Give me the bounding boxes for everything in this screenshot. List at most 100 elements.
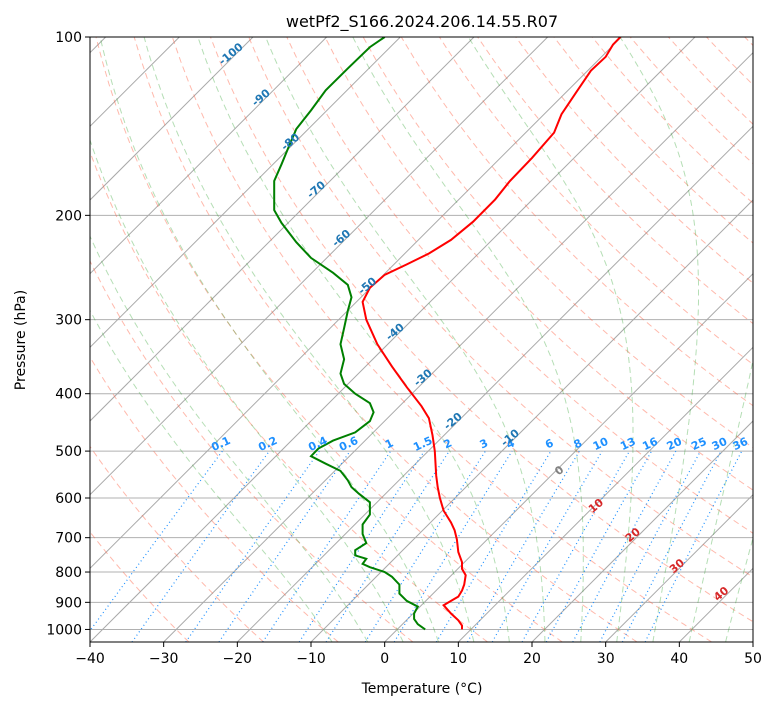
x-tick-label: 50 [744, 651, 762, 667]
dry-adiabat-line [90, 150, 488, 642]
isotherm-line [90, 37, 622, 570]
x-tick-label: −20 [223, 651, 253, 667]
dry-adiabat-line [515, 37, 753, 284]
isotherm-line [605, 493, 753, 642]
y-tick-label: 100 [55, 30, 82, 46]
mixing-ratio-line [131, 450, 270, 642]
x-tick-label: 0 [380, 651, 389, 667]
isotherm-line [90, 37, 328, 275]
y-tick-label: 600 [55, 491, 82, 507]
mixing-ratio-label: 20 [665, 435, 685, 453]
dry-adiabat-line [668, 37, 753, 125]
dewpoint-profile-line [273, 37, 426, 631]
moist-adiabat-line [197, 37, 510, 642]
moist-adiabat-label: 20 [623, 525, 643, 545]
isotherm-label: -70 [304, 178, 328, 201]
x-tick-label: 30 [597, 651, 615, 667]
dry-adiabat-line [591, 37, 753, 204]
x-axis-label: Temperature (°C) [361, 681, 483, 697]
moist-adiabat-line [467, 37, 634, 642]
y-tick-label: 1000 [46, 622, 82, 638]
x-tick-label: −30 [149, 651, 179, 667]
mixing-ratio-line [599, 450, 702, 642]
moist-adiabat-line [265, 37, 546, 642]
mixing-ratio-line [262, 450, 392, 642]
x-tick-label: −40 [75, 651, 105, 667]
dry-adiabat-line [95, 37, 563, 642]
plot-frame [89, 36, 754, 643]
mixing-ratio-line [185, 450, 320, 642]
moist-adiabat-line [90, 309, 333, 642]
isotherm-label: -10 [498, 426, 522, 449]
mixing-ratio-line [325, 450, 450, 642]
isotherm-line [90, 37, 254, 201]
moist-adiabat-line [619, 37, 699, 642]
dry-adiabat-line [438, 37, 753, 366]
isotherm-line [236, 125, 753, 642]
temperature-profile-line [361, 37, 622, 630]
mixing-ratio-label: 6 [543, 436, 556, 451]
isotherm-line [678, 567, 753, 642]
isotherm-line [457, 346, 753, 642]
moist-adiabat-line [99, 37, 439, 642]
dry-adiabat-line [286, 37, 753, 534]
mixing-ratio-line [393, 450, 513, 642]
dry-adiabat-line [171, 37, 712, 642]
mixing-ratio-line [90, 450, 223, 632]
moist-adiabat-label: 30 [667, 556, 687, 576]
mixing-ratio-label: 25 [689, 435, 708, 453]
dry-adiabat-line [90, 356, 339, 642]
chart-title: wetPf2_S166.2024.206.14.55.R07 [286, 12, 558, 32]
y-tick-label: 700 [55, 531, 82, 547]
mixing-ratio-label: 3 [478, 436, 490, 451]
isotherm-line [90, 37, 549, 496]
y-tick-label: 400 [55, 387, 82, 403]
moist-adiabat-line [90, 138, 404, 642]
dry-adiabat-line [324, 37, 753, 491]
mixing-ratio-label: 13 [618, 435, 637, 453]
isotherm-label: -20 [441, 410, 465, 433]
y-tick-label: 200 [55, 208, 82, 224]
isotherm-line [384, 272, 753, 642]
y-tick-label: 500 [55, 444, 82, 460]
isotherm-line [90, 37, 401, 349]
y-tick-label: 300 [55, 313, 82, 329]
mixing-ratio-line [545, 450, 653, 642]
isotherm-line [163, 51, 753, 642]
isotherm-label: -30 [411, 366, 435, 389]
moist-adiabat-line [90, 235, 369, 642]
moist-adiabat-label: 10 [586, 496, 606, 516]
moist-adiabat-label: 40 [711, 584, 731, 604]
moist-adiabat-line [143, 37, 475, 642]
mixing-ratio-label: 10 [591, 435, 611, 453]
x-tick-label: 40 [670, 651, 688, 667]
dry-adiabat-line [553, 37, 753, 244]
dry-adiabat-line [133, 37, 638, 642]
isotherm-line [310, 199, 753, 642]
mixing-ratio-line [364, 450, 486, 642]
y-tick-label: 800 [55, 565, 82, 581]
dry-adiabat-line [90, 259, 414, 642]
moist-adiabat-line [725, 536, 753, 642]
mixing-ratio-label: 30 [710, 435, 730, 453]
isotherm-label: -90 [249, 86, 273, 109]
isotherm-line [531, 420, 753, 642]
x-tick-label: 20 [523, 651, 541, 667]
isotherm-line [90, 37, 696, 642]
dry-adiabat-line [90, 445, 264, 642]
dry-adiabat-line [706, 37, 753, 86]
mixing-ratio-label: 36 [731, 435, 751, 453]
isotherm-label: -50 [356, 274, 380, 297]
mixing-ratio-label: 16 [640, 435, 660, 453]
isotherm-label: -100 [216, 40, 246, 68]
mixing-ratio-line [218, 450, 351, 642]
y-axis-label: Pressure (hPa) [13, 290, 29, 390]
isotherm-line [752, 641, 753, 642]
mixing-ratio-line [435, 450, 552, 642]
dry-adiabat-line [210, 37, 753, 623]
x-tick-label: −10 [296, 651, 326, 667]
mixing-ratio-line [521, 450, 631, 642]
x-tick-label: 10 [449, 651, 467, 667]
isotherm-line [90, 37, 475, 422]
